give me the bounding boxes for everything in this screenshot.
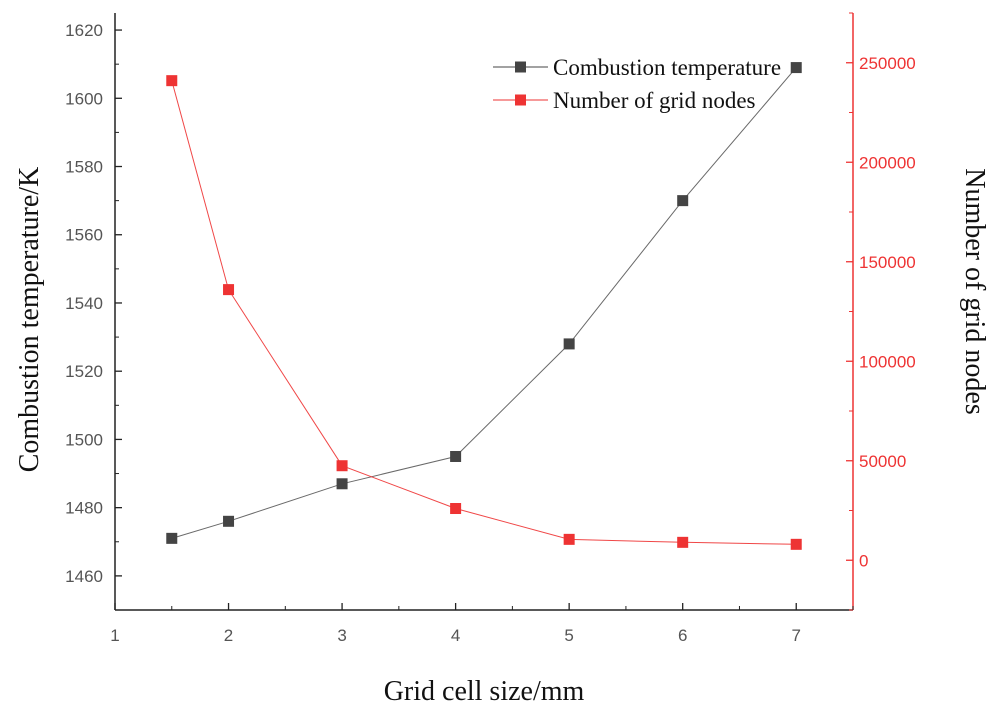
left-tick-label: 1540 xyxy=(65,294,103,313)
bottom-axis-ticks: 1 2 3 4 5 6 7 xyxy=(110,603,854,645)
left-tick-label: 1620 xyxy=(65,21,103,40)
data-point-grid-nodes xyxy=(336,460,348,472)
right-axis-ticks: 0 50000 100000 150000 200000 250000 xyxy=(846,12,916,611)
bottom-tick-label: 1 xyxy=(110,626,119,645)
left-tick-label: 1560 xyxy=(65,226,103,245)
legend-label-number-of-grid-nodes: Number of grid nodes xyxy=(553,88,756,113)
data-point-grid-nodes xyxy=(677,536,689,548)
legend-label-combustion-temperature: Combustion temperature xyxy=(553,55,781,80)
left-axis-title: Combustion temperature/K xyxy=(14,167,45,473)
left-tick-label: 1600 xyxy=(65,89,103,108)
data-point-combustion-temperature xyxy=(223,515,235,527)
left-tick-label: 1580 xyxy=(65,158,103,177)
data-point-grid-nodes xyxy=(166,75,178,87)
bottom-tick-label: 5 xyxy=(564,626,573,645)
left-tick-label: 1460 xyxy=(65,567,103,586)
left-axis-ticks: 1460 1480 1500 1520 1540 1560 1580 1600 1620 xyxy=(65,21,122,611)
data-point-grid-nodes xyxy=(450,503,462,515)
legend: Combustion temperature Number of grid no… xyxy=(493,55,781,113)
data-point-grid-nodes xyxy=(563,533,575,545)
right-tick-label: 100000 xyxy=(859,352,916,371)
bottom-tick-label: 2 xyxy=(224,626,233,645)
left-tick-label: 1500 xyxy=(65,430,103,449)
legend-marker-combustion-temperature xyxy=(515,61,526,73)
data-point-combustion-temperature xyxy=(166,532,178,544)
right-tick-label: 0 xyxy=(859,551,868,570)
data-point-combustion-temperature xyxy=(336,478,348,490)
data-point-combustion-temperature xyxy=(450,450,462,462)
right-tick-label: 200000 xyxy=(859,153,916,172)
right-tick-label: 50000 xyxy=(859,452,906,471)
right-tick-label: 250000 xyxy=(859,54,916,73)
left-tick-label: 1520 xyxy=(65,362,103,381)
right-tick-label: 150000 xyxy=(859,253,916,272)
data-point-combustion-temperature xyxy=(790,62,802,74)
bottom-tick-label: 4 xyxy=(451,626,460,645)
bottom-tick-label: 7 xyxy=(791,626,800,645)
bottom-tick-label: 3 xyxy=(337,626,346,645)
series-layer xyxy=(166,62,802,550)
legend-marker-number-of-grid-nodes xyxy=(515,94,526,106)
left-tick-label: 1480 xyxy=(65,499,103,518)
series-line-grid-nodes xyxy=(171,80,797,545)
right-axis-title: Number of grid nodes xyxy=(959,168,990,415)
data-point-grid-nodes xyxy=(223,284,235,296)
data-point-combustion-temperature xyxy=(677,195,689,207)
data-point-combustion-temperature xyxy=(563,338,575,350)
bottom-tick-label: 6 xyxy=(678,626,687,645)
data-point-grid-nodes xyxy=(790,538,802,550)
x-axis-title: Grid cell size/mm xyxy=(384,676,585,707)
series-line-combustion-temperature xyxy=(171,67,797,539)
